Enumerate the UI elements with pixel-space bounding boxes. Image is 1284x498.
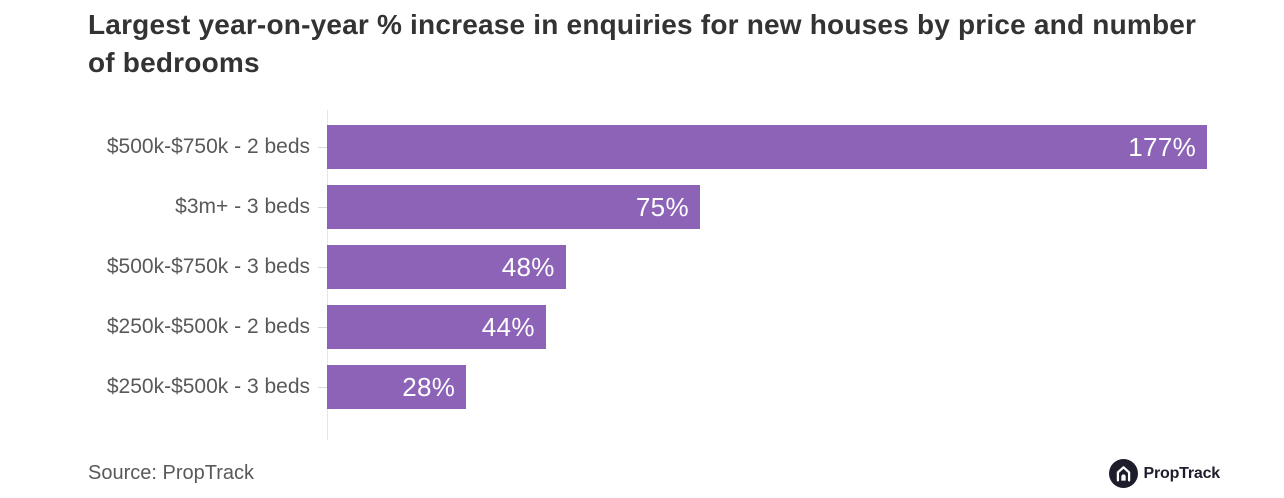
axis-tick	[318, 386, 327, 388]
category-label: $250k-$500k - 2 beds	[106, 315, 310, 338]
value-label: 75%	[635, 191, 689, 222]
bar-track: 28%	[327, 365, 1207, 409]
value-label: 177%	[1128, 131, 1196, 162]
category-label: $500k-$750k - 3 beds	[106, 255, 310, 278]
bar-chart: $500k-$750k - 2 beds 177% $3m+ - 3 beds …	[88, 110, 1207, 440]
category-label: $250k-$500k - 3 beds	[106, 375, 310, 398]
proptrack-logo: PropTrack	[1108, 459, 1221, 488]
category-label: $500k-$750k - 2 beds	[106, 135, 310, 158]
value-label: 44%	[481, 311, 535, 342]
chart-row: $500k-$750k - 2 beds 177%	[88, 125, 1207, 169]
bar: 28%	[327, 365, 467, 409]
value-label: 28%	[402, 371, 456, 402]
chart-title: Largest year-on-year % increase in enqui…	[88, 9, 1197, 78]
bar: 177%	[327, 125, 1207, 169]
axis-tick	[318, 326, 327, 328]
source-note: Source: PropTrack	[88, 462, 254, 484]
value-label: 48%	[501, 251, 555, 282]
bar: 48%	[327, 245, 566, 289]
axis-tick	[318, 266, 327, 268]
house-icon	[1108, 459, 1138, 488]
bar-track: 75%	[327, 185, 1207, 229]
chart-row: $3m+ - 3 beds 75%	[88, 185, 1207, 229]
bar: 75%	[327, 185, 700, 229]
chart-row: $250k-$500k - 3 beds 28%	[88, 365, 1207, 409]
chart-row: $500k-$750k - 3 beds 48%	[88, 245, 1207, 289]
logo-text: PropTrack	[1143, 464, 1221, 482]
bar-track: 48%	[327, 245, 1207, 289]
axis-tick	[318, 146, 327, 148]
bar: 44%	[327, 305, 546, 349]
axis-tick	[318, 206, 327, 208]
chart-row: $250k-$500k - 2 beds 44%	[88, 305, 1207, 349]
bar-track: 44%	[327, 305, 1207, 349]
bar-track: 177%	[327, 125, 1207, 169]
category-label: $3m+ - 3 beds	[175, 195, 310, 218]
